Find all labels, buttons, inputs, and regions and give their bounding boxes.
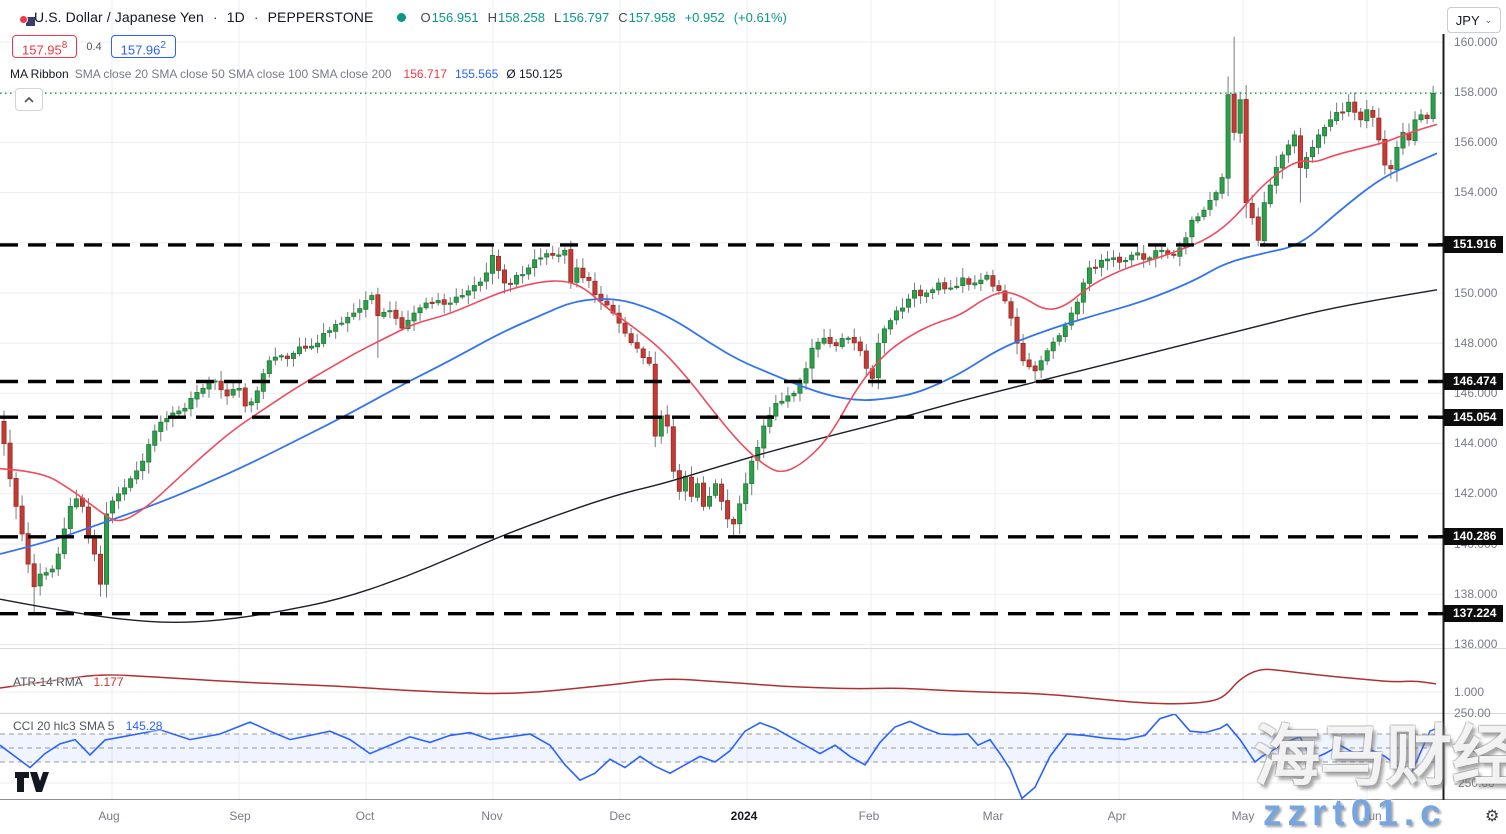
- axis-corner-cell: ⚙: [1443, 800, 1506, 834]
- time-axis-label: Apr: [1107, 809, 1127, 823]
- indicator-params: SMA close 20 SMA close 50 SMA close 100 …: [74, 67, 392, 81]
- price-axis-label: 144.000: [1454, 436, 1498, 451]
- price-axis-label: 138.000: [1454, 586, 1498, 601]
- price-level-badge: 137.224: [1437, 605, 1503, 623]
- exchange-label: PEPPERSTONE: [267, 9, 374, 25]
- price-axis-label: 136.000: [1454, 636, 1498, 651]
- low-value: 156.797: [562, 9, 610, 25]
- cci-value: 145.28: [125, 719, 163, 733]
- time-axis-label: Jun: [1362, 809, 1382, 823]
- time-axis-label: Oct: [355, 809, 375, 823]
- time-axis-label: Mar: [982, 809, 1004, 823]
- notification-dot-icon: [19, 15, 28, 24]
- chevron-down-icon: ⌄: [1484, 14, 1493, 25]
- time-axis-label: Dec: [609, 809, 631, 823]
- atr-value: 1.177: [93, 675, 124, 689]
- price-axis-label: 156.000: [1454, 134, 1498, 149]
- time-axis-label: Aug: [98, 809, 120, 823]
- sma50-value: 155.565: [454, 67, 499, 81]
- tradingview-logo-icon[interactable]: [15, 772, 49, 793]
- price-level-badge: 140.286: [1437, 528, 1503, 546]
- price-axis-label: 148.000: [1454, 335, 1498, 350]
- ma-ribbon-legend[interactable]: MA Ribbon SMA close 20 SMA close 50 SMA …: [10, 67, 562, 81]
- price-axis-label: 150.000: [1454, 285, 1498, 300]
- quote-row: 157.958 0.4 157.962: [12, 35, 176, 58]
- cci-axis-label: 0.00: [1454, 740, 1478, 755]
- price-axis[interactable]: JPY ⌄ 160.000 158.000 156.000 154.000 150.00…: [1437, 0, 1506, 800]
- price-axis-label: 154.000: [1454, 185, 1498, 200]
- price-axis-label: 160.000: [1454, 34, 1498, 49]
- time-axis-label: 2024: [730, 809, 758, 823]
- price-axis-label: 142.000: [1454, 486, 1498, 501]
- price-level-badge: 145.054: [1437, 408, 1503, 426]
- market-open-dot-icon: [397, 12, 407, 22]
- time-axis-label: Feb: [858, 809, 880, 823]
- currency-selector-button[interactable]: JPY ⌄: [1447, 7, 1501, 33]
- gear-icon[interactable]: ⚙: [1485, 808, 1500, 825]
- change-value: +0.952: [684, 9, 725, 25]
- change-percent: (+0.61%): [733, 9, 787, 25]
- symbol-title[interactable]: U.S. Dollar / Japanese Yen · 1D · PEPPER…: [34, 9, 374, 25]
- spread-value: 0.4: [86, 40, 102, 53]
- ohlc-values: O156.951 H158.258 L156.797 C157.958 +0.9…: [420, 9, 787, 25]
- buy-price-button[interactable]: 157.962: [110, 35, 176, 58]
- time-axis-label: Sep: [229, 809, 251, 823]
- symbol-row: U.S. Dollar / Japanese Yen · 1D · PEPPER…: [19, 9, 787, 26]
- time-axis[interactable]: Aug Sep Oct Nov Dec 2024 Feb Mar Apr May Jun: [0, 800, 1443, 834]
- cci-legend[interactable]: CCI 20 hlc3 SMA 5 145.28: [13, 719, 163, 733]
- chevron-up-icon: [24, 96, 34, 103]
- collapse-pane-button[interactable]: [15, 88, 43, 111]
- time-axis-label: May: [1231, 809, 1255, 823]
- sell-price-button[interactable]: 157.958: [12, 35, 78, 58]
- close-value: 157.958: [628, 9, 676, 25]
- atr-legend[interactable]: ATR 14 RMA 1.177: [13, 675, 124, 689]
- sma-average-value: Ø 150.125: [506, 67, 563, 81]
- timeframe-label: 1D: [226, 9, 245, 25]
- sma20-value: 156.717: [403, 67, 447, 81]
- open-value: 156.951: [431, 9, 479, 25]
- atr-axis-label: 1.000: [1454, 684, 1485, 699]
- cci-axis-label: -250.00: [1454, 775, 1495, 790]
- time-axis-label: Nov: [481, 809, 503, 823]
- cci-axis-label: 250.00: [1454, 705, 1491, 720]
- price-axis-label: 158.000: [1454, 84, 1498, 99]
- price-level-badge: 151.916: [1437, 236, 1503, 254]
- price-level-badge: 146.474: [1437, 373, 1503, 390]
- indicator-name: MA Ribbon: [10, 67, 69, 81]
- high-value: 158.258: [497, 9, 545, 25]
